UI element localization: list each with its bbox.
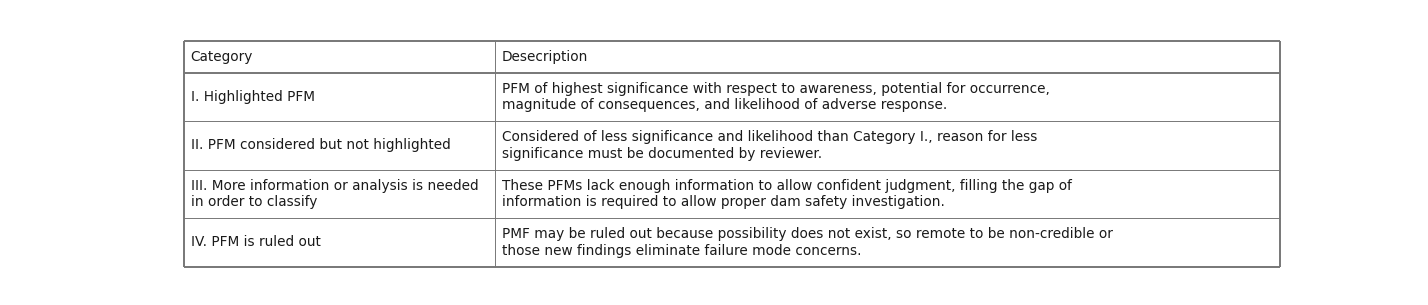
Text: PFM of highest significance with respect to awareness, potential for occurrence,: PFM of highest significance with respect… [501,82,1050,112]
Text: IV. PFM is ruled out: IV. PFM is ruled out [191,235,320,249]
Text: These PFMs lack enough information to allow confident judgment, filling the gap : These PFMs lack enough information to al… [501,179,1071,209]
Text: Considered of less significance and likelihood than Category I., reason for less: Considered of less significance and like… [501,130,1037,160]
Text: Desecription: Desecription [501,50,588,64]
Text: Category: Category [191,50,253,64]
Text: II. PFM considered but not highlighted: II. PFM considered but not highlighted [191,138,450,152]
Text: III. More information or analysis is needed
in order to classify: III. More information or analysis is nee… [191,179,478,209]
Text: I. Highlighted PFM: I. Highlighted PFM [191,90,314,104]
Text: PMF may be ruled out because possibility does not exist, so remote to be non-cre: PMF may be ruled out because possibility… [501,228,1112,258]
